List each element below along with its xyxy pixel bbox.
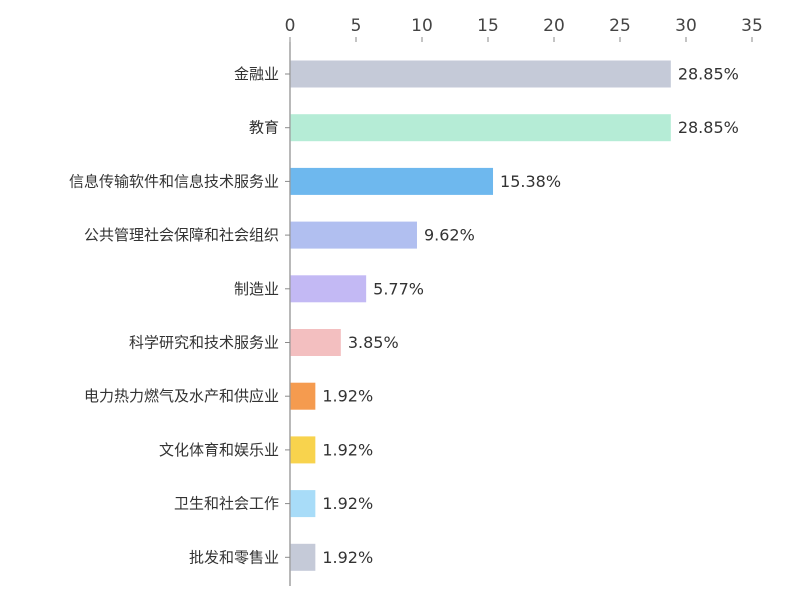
x-tick-label-2: 10 [411,16,433,36]
value-label-5: 3.85% [348,333,399,352]
bar-9 [290,543,316,571]
category-label-5: 科学研究和技术服务业 [129,334,279,352]
value-label-3: 9.62% [424,226,475,245]
value-label-0: 28.85% [678,65,739,84]
value-label-7: 1.92% [322,440,373,459]
bars-group: 金融业 28.85% 教育 28.85% 信息传输软件和信息技术服务业 15.38% 公共管… [69,60,739,571]
value-label-1: 28.85% [678,118,739,137]
category-label-1: 教育 [249,119,279,137]
x-tick-label-4: 20 [543,16,565,36]
value-label-9: 1.92% [322,548,373,567]
category-label-3: 公共管理社会保障和社会组织 [84,226,279,244]
category-label-9: 批发和零售业 [189,548,279,566]
category-label-4: 制造业 [234,280,279,298]
category-label-2: 信息传输软件和信息技术服务业 [69,172,279,190]
bar-2 [290,167,494,195]
x-tick-label-7: 35 [741,16,763,36]
bar-5 [290,329,341,356]
category-label-6: 电力热力燃气及水产和供应业 [84,387,279,405]
category-label-0: 金融业 [234,65,279,83]
bar-4 [290,275,367,303]
x-tick-label-0: 0 [285,16,296,36]
category-label-7: 文化体育和娱乐业 [159,441,279,459]
category-label-8: 卫生和社会工作 [174,495,279,513]
bar-6 [290,382,316,410]
bar-3 [290,221,417,249]
value-label-6: 1.92% [322,387,373,406]
bar-8 [290,490,316,518]
x-tick-label-3: 15 [477,16,499,36]
value-label-8: 1.92% [322,494,373,513]
x-tick-label-1: 5 [351,16,362,36]
bar-7 [290,436,316,464]
x-tick-label-6: 30 [675,16,697,36]
x-tick-label-5: 25 [609,16,631,36]
x-axis-ticks: 0 5 10 15 20 25 30 35 [285,16,763,42]
value-label-2: 15.38% [500,172,561,191]
bar-0 [290,60,671,88]
bar-1 [290,114,671,142]
value-label-4: 5.77% [373,279,424,298]
